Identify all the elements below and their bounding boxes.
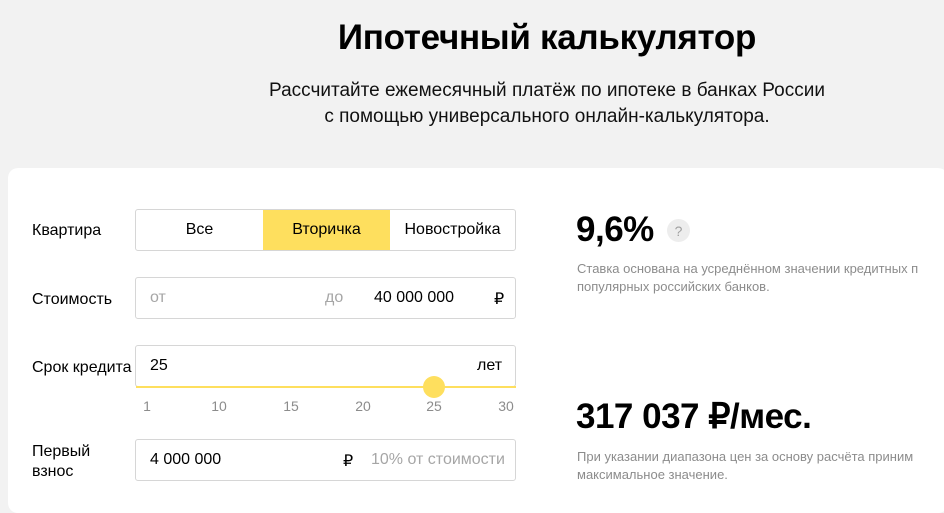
page-title: Ипотечный калькулятор xyxy=(337,18,757,57)
subtitle-line-1: Рассчитайте ежемесячный платёж по ипотек… xyxy=(269,80,825,101)
apartment-option-secondary[interactable]: Вторичка xyxy=(263,210,390,250)
payment-note: При указании диапазона цен за основу рас… xyxy=(577,448,913,484)
term-slider-thumb[interactable] xyxy=(423,376,445,398)
term-tick: 30 xyxy=(498,398,514,414)
term-tick: 25 xyxy=(426,398,442,414)
term-tick: 20 xyxy=(355,398,371,414)
term-label: Срок кредита xyxy=(32,359,132,376)
rate-note-line-1: Ставка основана на усреднённом значении … xyxy=(577,261,919,276)
term-tick: 15 xyxy=(283,398,299,414)
cost-to-label: до xyxy=(325,289,344,306)
down-payment-field: 4 000 000 ₽ 10% от стоимости xyxy=(135,439,516,481)
subtitle-line-2: с помощью универсального онлайн-калькуля… xyxy=(324,106,770,127)
apartment-option-new[interactable]: Новостройка xyxy=(404,221,501,238)
term-tick: 10 xyxy=(211,398,227,414)
cost-label: Стоимость xyxy=(32,291,113,308)
rate-note-line-2: популярных российских банков. xyxy=(577,279,770,294)
monthly-payment-value: 317 037 ₽/мес. xyxy=(576,397,812,436)
payment-note-line-2: максимальное значение. xyxy=(577,467,728,482)
cost-currency: ₽ xyxy=(494,291,505,308)
down-payment-hint: 10% от стоимости xyxy=(371,451,505,468)
down-payment-label-line-1: Первый xyxy=(32,443,91,460)
cost-to-input[interactable]: 40 000 000 xyxy=(374,289,455,306)
apartment-type-selector: Все Вторичка Новостройка xyxy=(135,209,516,251)
page-subtitle: Рассчитайте ежемесячный платёж по ипотек… xyxy=(0,78,944,130)
question-icon[interactable]: ? xyxy=(667,219,690,242)
apartment-option-all[interactable]: Все xyxy=(136,210,264,250)
cost-from-input[interactable]: от xyxy=(150,289,166,306)
apartment-label: Квартира xyxy=(32,222,102,239)
payment-note-line-1: При указании диапазона цен за основу рас… xyxy=(577,449,914,464)
down-payment-label: Первый взнос xyxy=(32,442,90,482)
rate-note: Ставка основана на усреднённом значении … xyxy=(577,260,918,296)
down-payment-label-line-2: взнос xyxy=(32,463,74,480)
term-field: 25 лет xyxy=(135,345,516,387)
interest-rate-value: 9,6% xyxy=(576,210,654,249)
term-tick: 1 xyxy=(143,398,151,414)
down-payment-input[interactable]: 4 000 000 xyxy=(150,451,222,468)
term-input[interactable]: 25 xyxy=(150,357,168,374)
down-payment-currency: ₽ xyxy=(343,453,354,470)
term-slider-track[interactable] xyxy=(136,386,516,388)
cost-range-field: от до 40 000 000 ₽ xyxy=(135,277,516,319)
term-unit: лет xyxy=(477,357,503,374)
